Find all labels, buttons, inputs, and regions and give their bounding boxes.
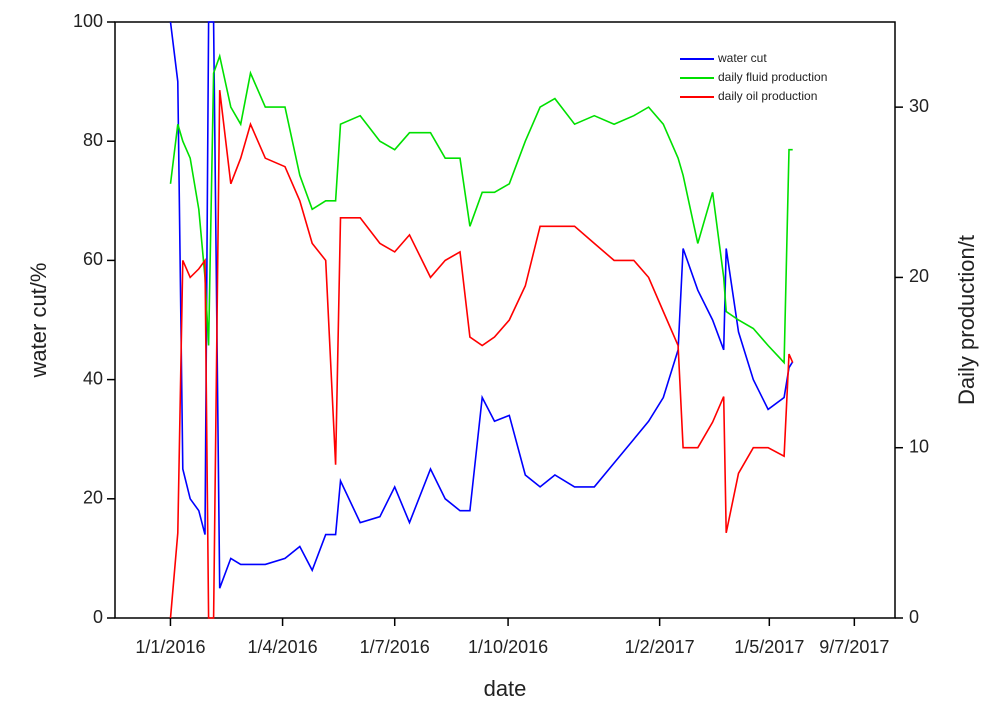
y2-tick-label: 30 (909, 96, 929, 116)
x-tick-label: 9/7/2017 (819, 637, 889, 657)
plot-frame (114, 21, 896, 619)
series-line (169, 90, 794, 619)
y-tick-label: 100 (73, 11, 103, 31)
x-tick-label: 1/5/2017 (734, 637, 804, 657)
y2-tick-label: 20 (909, 266, 929, 286)
legend-label: daily fluid production (718, 70, 827, 84)
y2-tick-label: 10 (909, 436, 929, 456)
y-tick-label: 40 (83, 368, 103, 388)
y-tick-label: 80 (83, 130, 103, 150)
series-line (169, 53, 793, 365)
x-tick-label: 1/10/2016 (468, 637, 548, 657)
x-axis-title: date (484, 676, 527, 701)
series-line (169, 21, 794, 589)
y-tick-label: 60 (83, 249, 103, 269)
y2-tick-label: 0 (909, 607, 919, 627)
y-axis-title: water cut/% (26, 263, 51, 379)
legend-label: daily oil production (718, 89, 817, 103)
y-tick-label: 20 (83, 488, 103, 508)
legend-label: water cut (717, 51, 767, 65)
y2-axis-title: Daily production/t (954, 235, 979, 405)
x-tick-label: 1/4/2016 (248, 637, 318, 657)
x-tick-label: 1/7/2016 (360, 637, 430, 657)
x-tick-label: 1/2/2017 (625, 637, 695, 657)
y-tick-label: 0 (93, 607, 103, 627)
x-tick-label: 1/1/2016 (135, 637, 205, 657)
